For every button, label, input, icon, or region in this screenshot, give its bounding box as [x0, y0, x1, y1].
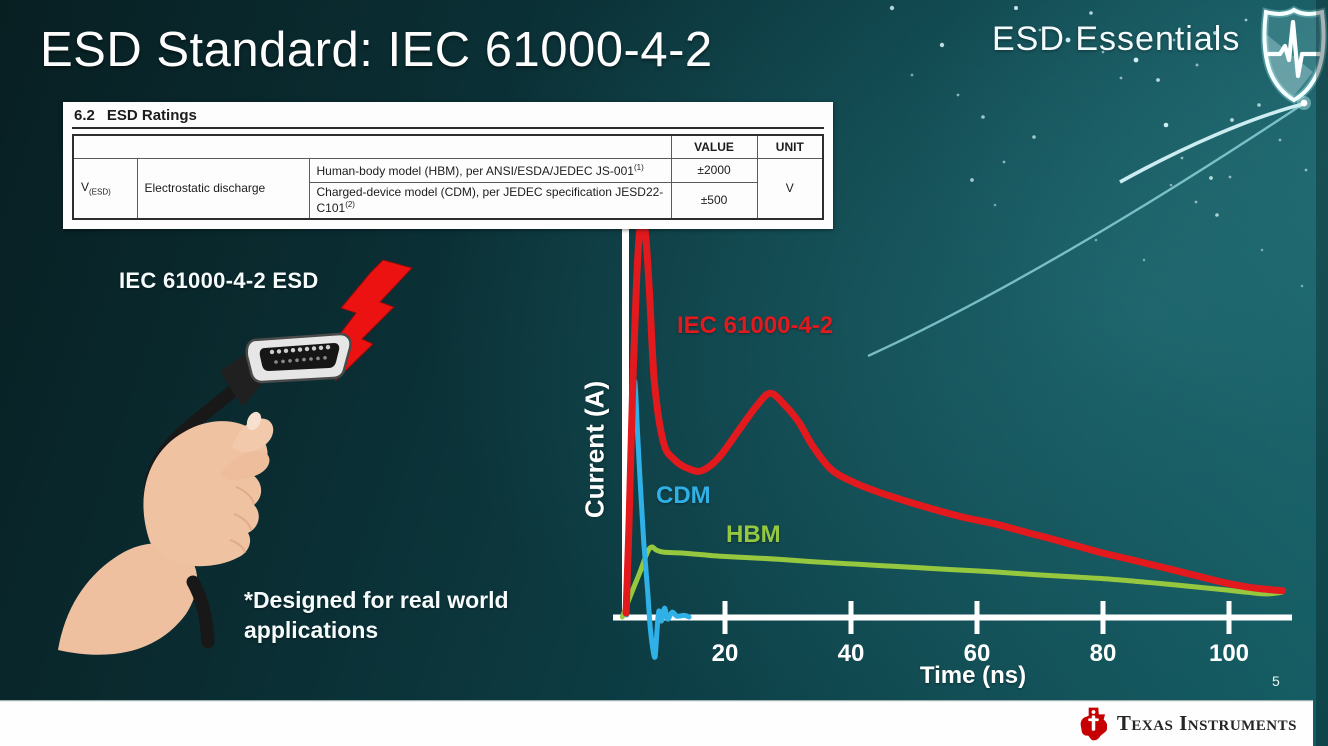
unit-cell: V — [756, 158, 824, 220]
value-cell: ±500 — [670, 182, 758, 220]
x-tick-label: 100 — [1209, 640, 1249, 667]
curve-label-iec: IEC 61000-4-2 — [677, 312, 834, 339]
section-title: ESD Ratings — [106, 107, 197, 124]
footer-bar: Texas Instruments — [0, 700, 1313, 746]
ti-logo-icon — [1080, 707, 1107, 740]
waveform-chart: 20 40 60 80 100 — [613, 215, 1292, 667]
ratings-table: VALUE UNIT V(ESD) Electrostatic discharg… — [72, 134, 825, 220]
x-tick-label: 60 — [964, 640, 991, 667]
esd-illustration — [58, 259, 413, 655]
page-number: 5 — [1272, 673, 1280, 689]
hdmi-connector-icon — [221, 332, 352, 405]
unit-col-header: UNIT — [756, 134, 824, 159]
curve-label-cdm: CDM — [656, 482, 711, 509]
x-tick-label: 20 — [712, 640, 739, 667]
param-symbol-cell: V(ESD) — [72, 158, 138, 220]
brand-text: ESD Essentials — [992, 20, 1241, 58]
section-heading: 6.2 ESD Ratings — [72, 106, 824, 129]
empty-header-cell — [72, 134, 672, 159]
ratings-table-card: 6.2 ESD Ratings VALUE UNIT V(ESD) Electro… — [63, 102, 833, 229]
x-tick-label: 40 — [838, 640, 865, 667]
table-row: Charged-device model (CDM), per JEDEC sp… — [73, 182, 823, 220]
star-field — [889, 5, 1308, 288]
x-tick-label: 80 — [1090, 640, 1117, 667]
lightning-bolt-icon — [330, 259, 413, 382]
page-title: ESD Standard: IEC 61000-4-2 — [40, 23, 713, 77]
ti-wordmark: Texas Instruments — [1116, 711, 1297, 735]
right-edge-shade — [1316, 0, 1328, 746]
value-cell: ±2000 — [670, 158, 758, 183]
x-axis-label: Time (ns) — [919, 662, 1027, 689]
series-HBM — [619, 544, 1285, 620]
y-axis-label: Current (A) — [579, 380, 610, 519]
curve-label-hbm: HBM — [726, 521, 781, 548]
model-cell: Human-body model (HBM), per ANSI/ESDA/JE… — [308, 158, 672, 183]
footnote-marker: (1) — [633, 162, 644, 172]
pulse-icon — [1266, 19, 1322, 79]
table-row: V(ESD) Electrostatic discharge Human-bod… — [72, 158, 824, 220]
design-note: *Designed for real world applications — [244, 587, 509, 643]
hand-icon — [58, 411, 274, 655]
model-cell: Charged-device model (CDM), per JEDEC sp… — [308, 182, 672, 220]
illustration-caption: IEC 61000-4-2 ESD — [119, 268, 319, 293]
comet-icon — [867, 96, 1311, 358]
shield-icon — [1260, 5, 1328, 105]
param-name-cell: Electrostatic discharge — [136, 158, 310, 220]
footnote-marker: (2) — [345, 200, 355, 209]
value-col-header: VALUE — [670, 134, 758, 159]
section-number: 6.2 — [74, 107, 95, 124]
